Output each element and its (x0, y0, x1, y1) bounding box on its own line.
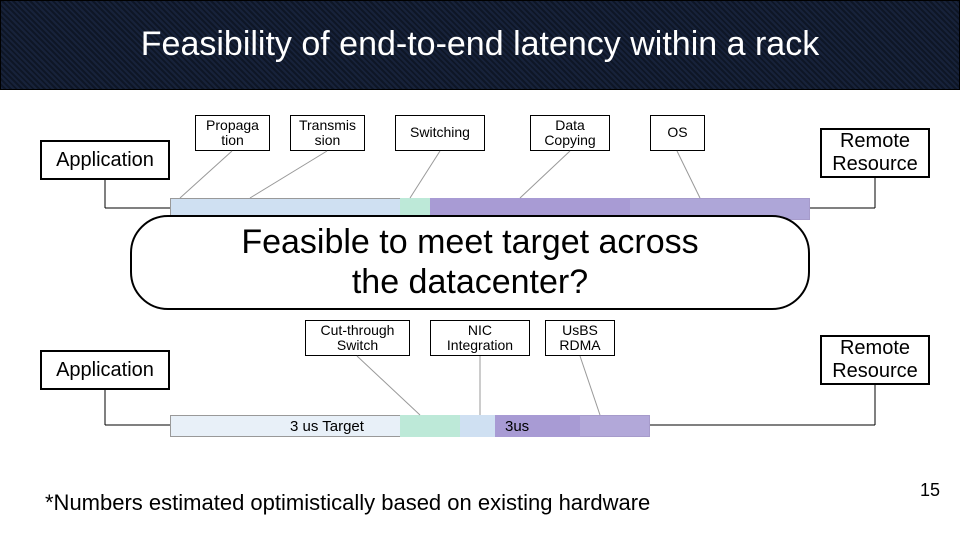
nic-label: NIC Integration (447, 323, 513, 354)
datacopy-label: Data Copying (544, 118, 595, 149)
page-number-text: 15 (920, 480, 940, 500)
cutthrough-label: Cut-through Switch (321, 323, 395, 354)
row2-seg-purple2 (580, 415, 650, 437)
page-number: 15 (920, 480, 940, 501)
footnote-text: *Numbers estimated optimistically based … (45, 490, 650, 515)
row2-seg-blue (460, 415, 495, 437)
slide-title-text: Feasibility of end-to-end latency within… (141, 25, 819, 64)
target-label-left-text: 3 us Target (290, 418, 364, 435)
os-label: OS (667, 125, 687, 140)
feasibility-bubble: Feasible to meet target across the datac… (130, 215, 810, 310)
application-box-1: Application (40, 140, 170, 180)
slide-title: Feasibility of end-to-end latency within… (0, 0, 960, 90)
remote-resource-label-2: Remote Resource (832, 337, 918, 383)
target-label-right: 3us (505, 418, 529, 435)
feasibility-bubble-text: Feasible to meet target across the datac… (241, 223, 698, 301)
row2-seg-mint (400, 415, 460, 437)
target-label-right-text: 3us (505, 418, 529, 435)
application-label-2: Application (56, 359, 154, 382)
remote-resource-box-1: Remote Resource (820, 128, 930, 178)
footnote: *Numbers estimated optimistically based … (45, 490, 650, 516)
remote-resource-box-2: Remote Resource (820, 335, 930, 385)
propagation-box: Propaga tion (195, 115, 270, 151)
cutthrough-box: Cut-through Switch (305, 320, 410, 356)
switching-label: Switching (410, 125, 470, 140)
target-label-left: 3 us Target (290, 418, 364, 435)
usbs-label: UsBS RDMA (559, 323, 600, 354)
switching-box: Switching (395, 115, 485, 151)
datacopy-box: Data Copying (530, 115, 610, 151)
remote-resource-label-1: Remote Resource (832, 130, 918, 176)
transmission-label: Transmis sion (299, 118, 356, 149)
propagation-label: Propaga tion (206, 118, 259, 149)
usbs-box: UsBS RDMA (545, 320, 615, 356)
transmission-box: Transmis sion (290, 115, 365, 151)
application-label-1: Application (56, 149, 154, 172)
os-box: OS (650, 115, 705, 151)
application-box-2: Application (40, 350, 170, 390)
nic-box: NIC Integration (430, 320, 530, 356)
